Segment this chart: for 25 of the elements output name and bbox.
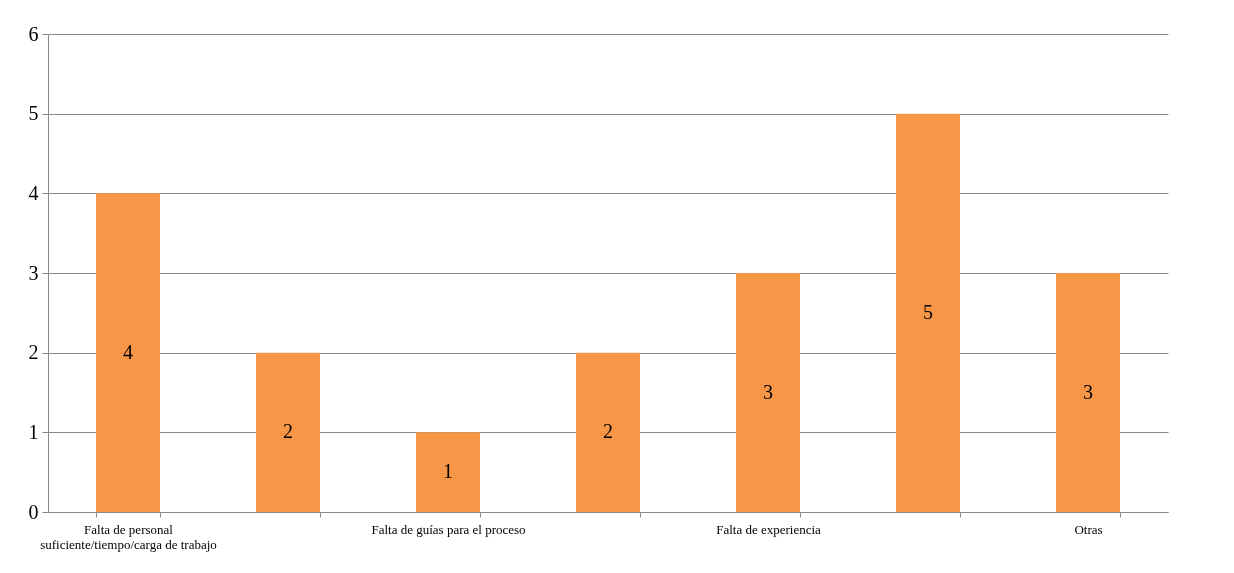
y-tick-label: 2 [28, 341, 39, 364]
y-tick-label: 3 [28, 261, 39, 284]
bar [576, 352, 640, 512]
bar [416, 432, 480, 512]
x-tick-label: Falta de personal suficiente/tiempo/carga de trabajo [40, 521, 217, 552]
data-label: 3 [763, 380, 773, 403]
data-label: 1 [443, 460, 453, 483]
y-tick-label: 1 [28, 420, 39, 443]
bar [736, 273, 800, 512]
bar [256, 352, 320, 512]
data-label: 2 [283, 420, 293, 443]
x-tick-label: Falta de guías para el proceso [371, 521, 526, 537]
data-label: 3 [1083, 380, 1093, 403]
x-tick-label: Otras [1074, 521, 1103, 537]
bar [96, 193, 160, 512]
data-label: 4 [123, 340, 133, 363]
data-label: 5 [923, 300, 933, 323]
bar [896, 113, 960, 512]
y-tick-label: 0 [28, 500, 39, 523]
y-tick-label: 6 [28, 22, 39, 45]
data-label: 2 [603, 420, 613, 443]
x-tick-label: Falta de experiencia [716, 521, 822, 537]
bar [1056, 273, 1120, 512]
y-tick-label: 4 [28, 181, 39, 204]
y-tick-label: 5 [28, 102, 39, 125]
